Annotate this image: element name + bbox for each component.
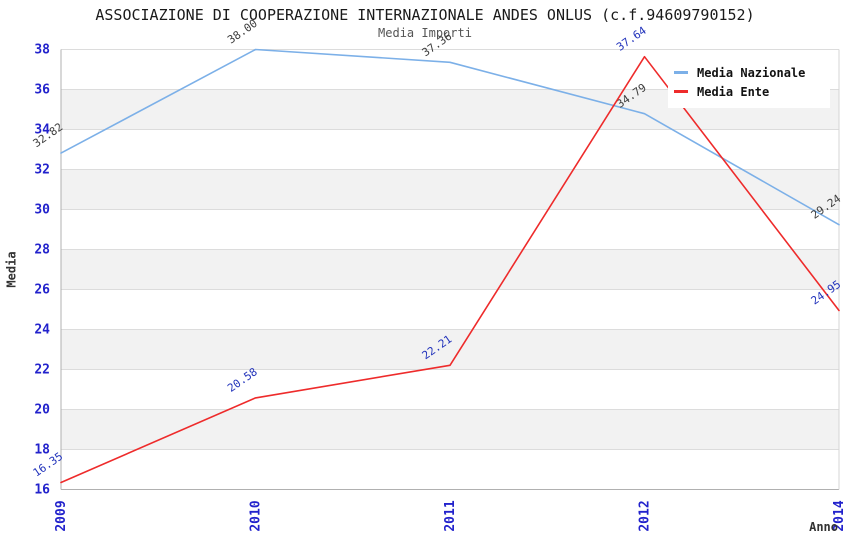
y-tick-label: 32 <box>34 163 50 178</box>
legend-swatch-media-ente <box>674 90 688 93</box>
y-tick-label: 34 <box>34 123 50 138</box>
y-tick-label: 18 <box>34 443 50 458</box>
data-point-label: 37.36 <box>420 30 455 60</box>
x-tick-label: 2011 <box>443 500 458 531</box>
x-tick-label: 2014 <box>832 500 847 531</box>
plot-band <box>61 169 839 210</box>
y-tick-label: 30 <box>34 203 50 218</box>
x-tick-label: 2012 <box>638 500 653 531</box>
y-tick-label: 28 <box>34 243 50 258</box>
series-line-media-ente <box>60 55 840 484</box>
legend-swatch-media-nazionale <box>674 71 688 74</box>
y-tick-label: 16 <box>34 483 50 498</box>
chart-title: ASSOCIAZIONE DI COOPERAZIONE INTERNAZION… <box>95 6 755 24</box>
chart-subtitle: Media Importi <box>378 26 472 40</box>
legend-item-media-nazionale: Media Nazionale <box>674 63 824 82</box>
legend-label-media-nazionale: Media Nazionale <box>697 65 806 80</box>
legend-label-media-ente: Media Ente <box>697 84 770 99</box>
x-axis-title: Anno <box>809 520 838 534</box>
y-tick-label: 26 <box>34 283 50 298</box>
y-tick-label: 36 <box>34 83 50 98</box>
legend-item-media-ente: Media Ente <box>674 82 824 101</box>
y-tick-label: 24 <box>34 323 50 338</box>
x-tick-label: 2010 <box>249 500 264 531</box>
data-point-label: 38.00 <box>225 17 260 47</box>
x-tick-label: 2009 <box>54 500 69 531</box>
plot-band <box>61 329 839 370</box>
y-tick-label: 20 <box>34 403 50 418</box>
series-line-media-nazionale <box>60 48 840 226</box>
y-axis-title: Media <box>4 251 19 288</box>
plot-band <box>61 409 839 450</box>
legend: Media Nazionale Media Ente <box>668 58 830 108</box>
y-tick-label: 22 <box>34 363 50 378</box>
plot-band <box>61 249 839 290</box>
y-tick-label: 38 <box>34 43 50 58</box>
